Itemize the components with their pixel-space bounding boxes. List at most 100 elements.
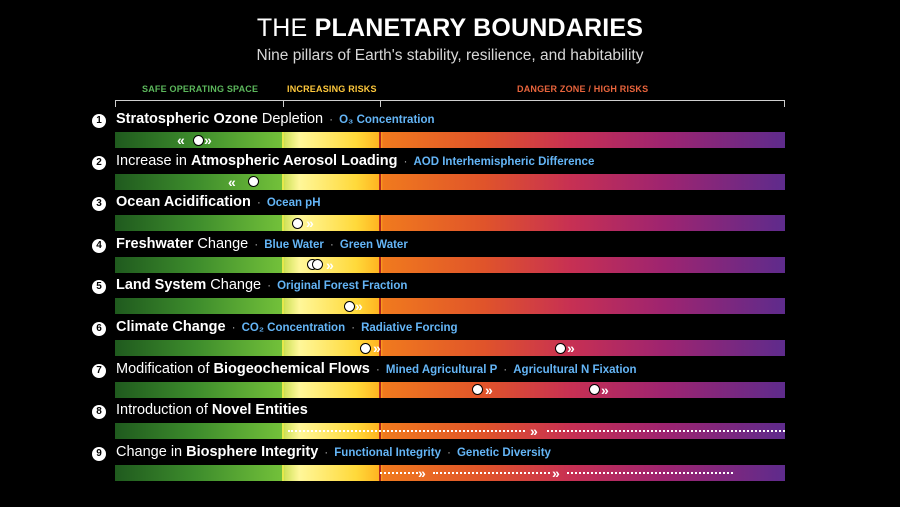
trend-right-chevron-icon: » — [204, 132, 212, 148]
label-bold: Biosphere Integrity — [186, 443, 319, 460]
separator: · — [231, 320, 236, 334]
high-risk-boundary-line — [379, 173, 381, 190]
separator: · — [324, 444, 329, 459]
metric-primary: Original Forest Fraction — [277, 280, 408, 293]
boundary-row: 9 Change in Biosphere Integrity · Functiona… — [0, 443, 900, 486]
row-number: 1 — [92, 114, 106, 128]
metric-primary: CO₂ Concentration — [241, 322, 346, 334]
label-suffix: Depletion — [257, 111, 324, 127]
label-bold: Freshwater — [116, 235, 194, 252]
label-bold: Stratospheric Ozone — [116, 111, 258, 127]
metric-primary: Functional Integrity — [334, 446, 441, 459]
trend-left-chevron-icon: « — [177, 132, 185, 148]
safe-boundary-line — [282, 298, 284, 315]
metric-primary: AOD Interhemispheric Difference — [413, 155, 595, 168]
safe-boundary-line — [282, 340, 284, 356]
boundary-row: 2 Increase in Atmospheric Aerosol Loading… — [0, 152, 900, 195]
row-number: 8 — [92, 405, 106, 420]
status-marker-dot — [292, 217, 303, 229]
safe-boundary-line — [282, 423, 284, 440]
trend-right-chevron-icon: » — [418, 464, 426, 481]
zone-tick-start — [115, 100, 116, 107]
risk-gradient-bar — [115, 298, 785, 315]
label-bold: Atmospheric Aerosol Loading — [190, 152, 398, 169]
high-risk-boundary-line — [379, 132, 381, 148]
zone-tick-increasing-end — [380, 100, 381, 107]
row-number: 7 — [92, 363, 106, 378]
risk-gradient-bar — [115, 132, 785, 148]
boundary-row: 5 Land System Change · Original Forest Frac… — [0, 277, 900, 319]
separator: · — [329, 112, 334, 126]
label-bold: Climate Change — [116, 319, 226, 335]
zone-tick-safe-end — [283, 100, 284, 107]
separator: · — [329, 236, 334, 251]
title-light: THE — [256, 14, 308, 42]
high-risk-boundary-line — [379, 381, 381, 398]
separator: · — [254, 236, 259, 251]
row-label: Ocean Acidification · Ocean pH — [116, 194, 321, 210]
row-number: 5 — [92, 280, 106, 295]
row-label: Freshwater Change · Blue Water · Green Water — [116, 236, 408, 252]
trend-left-chevron-icon: « — [228, 173, 236, 190]
separator: · — [446, 444, 451, 459]
label-suffix: Change — [193, 235, 249, 252]
row-number: 4 — [92, 238, 106, 253]
status-marker-dot — [555, 342, 566, 354]
status-marker-dot — [589, 384, 600, 396]
trend-right-chevron-icon: » — [567, 340, 575, 356]
separator: · — [351, 320, 356, 334]
separator: · — [403, 153, 408, 168]
row-number: 3 — [92, 197, 106, 212]
trend-right-chevron-icon: » — [373, 340, 381, 356]
metric-secondary: Genetic Diversity — [456, 446, 551, 459]
zone-label-increasing: INCREASING RISKS — [287, 84, 377, 94]
uncertainty-dotted-line — [288, 430, 525, 433]
status-marker-dot — [248, 176, 259, 188]
safe-boundary-line — [282, 256, 284, 273]
high-risk-boundary-line — [379, 215, 381, 232]
trend-right-chevron-icon: » — [306, 215, 314, 232]
risk-gradient-bar — [115, 340, 785, 356]
uncertainty-dotted-line — [380, 471, 418, 474]
uncertainty-dotted-line — [547, 430, 785, 433]
label-bold: Ocean Acidification — [116, 194, 251, 211]
zone-bracket-line — [115, 100, 785, 101]
trend-right-chevron-icon: » — [485, 381, 493, 398]
boundary-row: 4 Freshwater Change · Blue Water · Green Wate… — [0, 236, 900, 278]
separator: · — [267, 278, 272, 293]
label-suffix: Change — [206, 277, 262, 294]
zone-label-safe: SAFE OPERATING SPACE — [142, 84, 259, 94]
trend-right-chevron-icon: » — [355, 298, 363, 315]
uncertainty-dotted-line — [433, 471, 550, 474]
risk-gradient-bar — [115, 215, 785, 232]
boundary-row: 8 Introduction of Novel Entities » — [0, 402, 900, 444]
metric-secondary: Agricultural N Fixation — [513, 363, 637, 376]
row-label: Introduction of Novel Entities — [116, 402, 308, 418]
boundary-row: 3 Ocean Acidification · Ocean pH » — [0, 194, 900, 236]
label-prefix: Increase in — [116, 152, 191, 169]
high-risk-boundary-line — [379, 340, 381, 356]
status-marker-dot — [472, 384, 483, 396]
metric-primary: Blue Water — [264, 238, 324, 251]
status-marker-dot — [312, 259, 323, 271]
zone-legend: SAFE OPERATING SPACE INCREASING RISKS DA… — [115, 84, 785, 108]
page-subtitle: Nine pillars of Earth's stability, resil… — [256, 47, 644, 64]
boundary-row: 6 Climate Change · CO₂ Concentration · Radiat… — [0, 319, 900, 361]
risk-gradient-bar — [115, 256, 785, 273]
safe-boundary-line — [282, 173, 284, 190]
status-marker-dot — [193, 134, 204, 146]
separator: · — [256, 195, 261, 210]
risk-gradient-bar — [115, 173, 785, 190]
label-bold: Land System — [116, 277, 207, 294]
safe-boundary-line — [282, 381, 284, 398]
row-label: Land System Change · Original Forest Fract… — [116, 277, 407, 293]
safe-boundary-line — [282, 464, 284, 481]
label-prefix: Change in — [116, 443, 187, 460]
separator: · — [375, 361, 380, 376]
high-risk-boundary-line — [379, 256, 381, 273]
risk-gradient-bar — [115, 381, 785, 398]
zone-label-danger: DANGER ZONE / HIGH RISKS — [517, 84, 649, 94]
metric-secondary: Green Water — [339, 238, 408, 251]
zone-tick-end — [784, 100, 785, 107]
metric-primary: Ocean pH — [266, 197, 321, 210]
